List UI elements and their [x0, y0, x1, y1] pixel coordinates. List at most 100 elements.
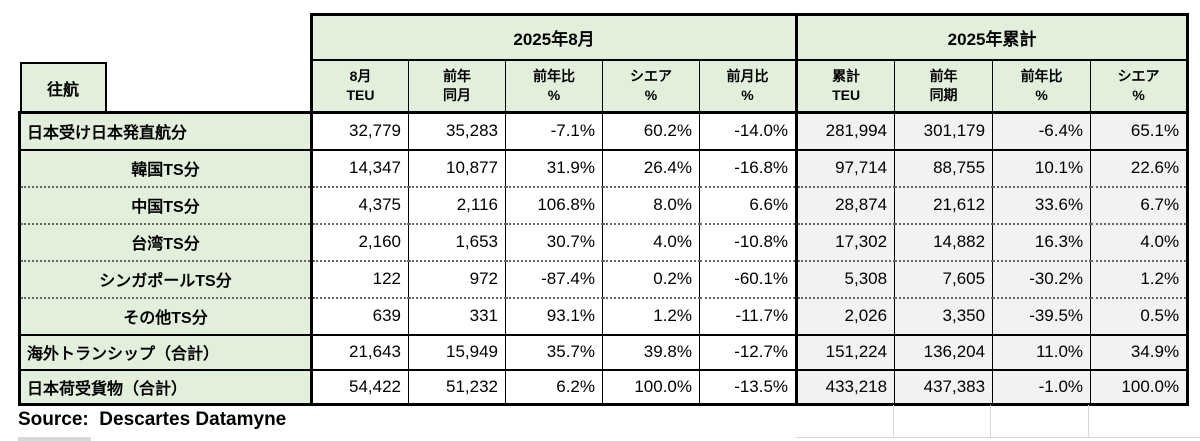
outbound-label-box: 往航	[19, 62, 107, 111]
corner-cell: 往航	[19, 14, 312, 114]
table-cell: 39.8%	[602, 333, 700, 370]
table-cell: 639	[310, 296, 409, 335]
table-cell: 21,612	[894, 185, 993, 224]
table-cell: 65.1%	[1090, 112, 1190, 150]
table-cell: -16.8%	[698, 148, 797, 187]
group-header-august: 2025年8月	[309, 13, 799, 61]
table-cell: -39.5%	[992, 296, 1091, 335]
table-cell: 6.7%	[1090, 185, 1190, 224]
table-cell: -11.7%	[698, 296, 797, 335]
table-cell: 54,422	[310, 368, 409, 406]
table-cell: 122	[310, 259, 409, 298]
shipping-volume-table: 往航 2025年8月 2025年累計 8月 TEU 前年 同月 前年比 %	[18, 13, 1190, 406]
table-cell: 281,994	[795, 112, 895, 150]
table-cell: 28,874	[795, 185, 895, 224]
table-cell: 1.2%	[602, 296, 700, 335]
table-cell: 10,877	[408, 148, 506, 187]
table-cell: 1.2%	[1090, 259, 1190, 298]
table-cell: 437,383	[894, 368, 993, 406]
row-label: 海外トランシップ（合計）	[18, 333, 313, 370]
table-cell: -10.8%	[698, 222, 797, 261]
table-cell: 2,116	[408, 185, 506, 224]
table-cell: 3,350	[894, 296, 993, 335]
table-row: 台湾TS分 2,160 1,653 30.7% 4.0% -10.8% 17,302 14,8…	[18, 222, 1190, 261]
table-cell: -7.1%	[505, 112, 603, 150]
table-cell: 0.2%	[602, 259, 700, 298]
table-cell: 35,283	[408, 112, 506, 150]
column-header-yoy-pct: 前年比 %	[505, 59, 603, 114]
row-label: 韓国TS分	[18, 148, 313, 187]
table-cell: 26.4%	[602, 148, 700, 187]
table-cell: 35.7%	[505, 333, 603, 370]
table-body: 日本受け日本発直航分 32,779 35,283 -7.1% 60.2% -14.0% 28…	[18, 112, 1190, 406]
table-cell: 151,224	[795, 333, 895, 370]
table-cell: 34.9%	[1090, 333, 1190, 370]
table-cell: 0.5%	[1090, 296, 1190, 335]
table-cell: 30.7%	[505, 222, 603, 261]
column-header-cum-share-pct: シエア %	[1090, 59, 1190, 114]
table-row: 日本荷受貨物（合計） 54,422 51,232 6.2% 100.0% -13.5% 43…	[18, 368, 1190, 406]
table-cell: -14.0%	[698, 112, 797, 150]
table-cell: -12.7%	[698, 333, 797, 370]
table-cell: 21,643	[310, 333, 409, 370]
table-cell: -60.1%	[698, 259, 797, 298]
next-table-sliver	[18, 437, 91, 441]
gridline	[893, 405, 894, 437]
column-header-share-pct: シエア %	[602, 59, 700, 114]
gridline	[990, 405, 991, 437]
table-cell: -87.4%	[505, 259, 603, 298]
table-cell: 15,949	[408, 333, 506, 370]
table-cell: 33.6%	[992, 185, 1091, 224]
table-row: 韓国TS分 14,347 10,877 31.9% 26.4% -16.8% 97,714 8…	[18, 148, 1190, 187]
column-header-mom-pct: 前月比 %	[698, 59, 798, 114]
table-row: その他TS分 639 331 93.1% 1.2% -11.7% 2,026 3,350 -39…	[18, 296, 1190, 335]
table-cell: 97,714	[795, 148, 895, 187]
table-cell: 32,779	[310, 112, 409, 150]
row-label: その他TS分	[18, 296, 313, 335]
table-cell: 106.8%	[505, 185, 603, 224]
table-cell: 51,232	[408, 368, 506, 406]
source-attribution: Source: Descartes Datamyne	[18, 409, 287, 430]
group-header-cumulative: 2025年累計	[795, 13, 1190, 61]
table-cell: 7,605	[894, 259, 993, 298]
group-header-row: 往航 2025年8月 2025年累計	[19, 13, 1190, 114]
table-cell: 16.3%	[992, 222, 1091, 261]
table-cell: 972	[408, 259, 506, 298]
table-cell: -13.5%	[698, 368, 797, 406]
table-cell: 4.0%	[602, 222, 700, 261]
column-header-prev-year-month: 前年 同月	[408, 59, 506, 114]
column-header-cum-yoy-pct: 前年比 %	[992, 59, 1092, 114]
table-row: 海外トランシップ（合計） 21,643 15,949 35.7% 39.8% -12.7%…	[18, 333, 1190, 370]
row-label: シンガポールTS分	[18, 259, 313, 298]
table-cell: 1,653	[408, 222, 506, 261]
table-cell: 17,302	[795, 222, 895, 261]
row-label: 中国TS分	[18, 185, 313, 224]
column-header-aug-teu: 8月 TEU	[310, 59, 409, 114]
table-cell: 433,218	[795, 368, 895, 406]
row-label: 台湾TS分	[18, 222, 313, 261]
table-cell: 93.1%	[505, 296, 603, 335]
table-cell: 5,308	[795, 259, 895, 298]
table-cell: 10.1%	[992, 148, 1091, 187]
table-cell: 8.0%	[602, 185, 700, 224]
table-cell: 136,204	[894, 333, 993, 370]
table-cell: 14,347	[310, 148, 409, 187]
table-cell: 31.9%	[505, 148, 603, 187]
table-cell: 11.0%	[992, 333, 1091, 370]
table-row: 日本受け日本発直航分 32,779 35,283 -7.1% 60.2% -14.0% 28…	[18, 112, 1190, 150]
table-cell: 2,160	[310, 222, 409, 261]
gridline	[1088, 405, 1089, 437]
table-cell: 4.0%	[1090, 222, 1190, 261]
table-cell: -6.4%	[992, 112, 1091, 150]
table-cell: 100.0%	[1090, 368, 1190, 406]
table-cell: 6.2%	[505, 368, 603, 406]
column-header-row: 8月 TEU 前年 同月 前年比 % シエア % 前月比 %	[20, 59, 1190, 114]
table-cell: 22.6%	[1090, 148, 1190, 187]
table-cell: 100.0%	[602, 368, 700, 406]
gridline	[796, 437, 1200, 438]
outbound-label: 往航	[46, 81, 79, 99]
table-cell: 2,026	[795, 296, 895, 335]
table-cell: 331	[408, 296, 506, 335]
table-cell: 14,882	[894, 222, 993, 261]
